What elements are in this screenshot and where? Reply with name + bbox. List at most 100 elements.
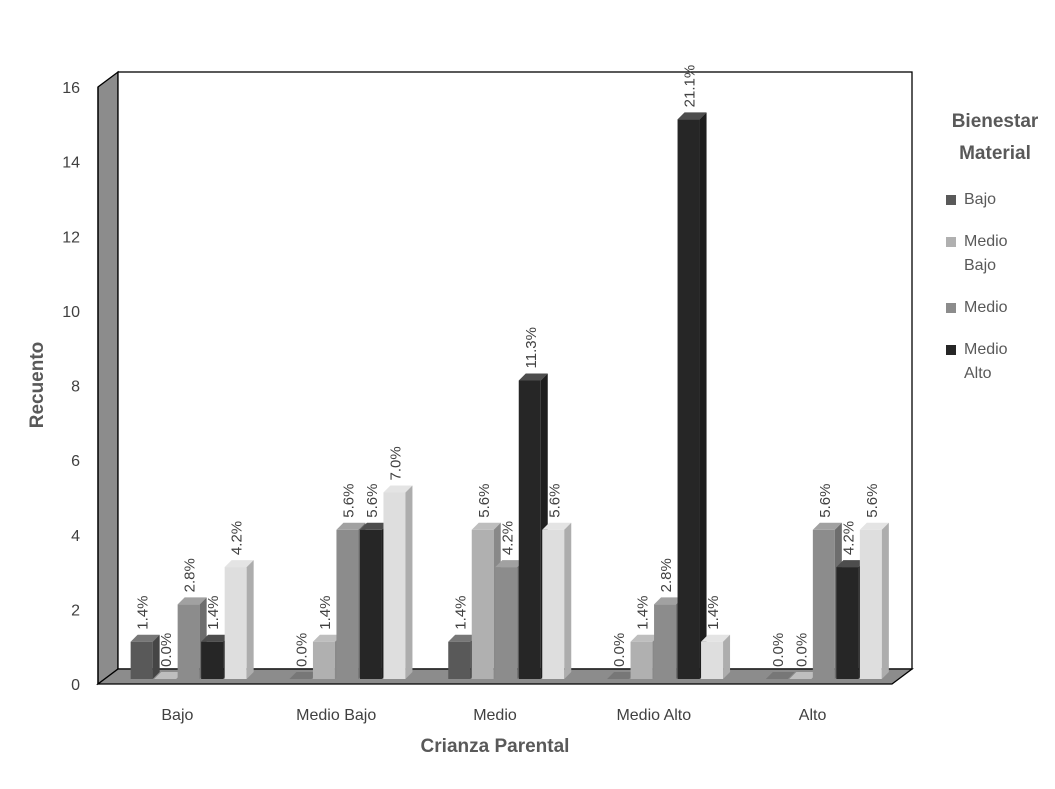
y-tick-label: 2 bbox=[71, 602, 80, 619]
bar-top bbox=[836, 560, 866, 568]
legend-label: Bajo bbox=[964, 257, 997, 274]
bar-top bbox=[130, 634, 160, 642]
bar-top bbox=[471, 522, 501, 530]
bar-front bbox=[836, 567, 859, 679]
bar-top bbox=[359, 522, 389, 530]
y-tick-label: 6 bbox=[71, 453, 80, 470]
bar-front bbox=[859, 529, 882, 679]
bar-top bbox=[383, 485, 413, 493]
bars bbox=[130, 112, 889, 680]
data-label: 11.3% bbox=[523, 327, 540, 368]
legend-label: Bajo bbox=[964, 191, 997, 208]
data-label: 1.4% bbox=[135, 595, 152, 629]
legend-item: Bajo bbox=[946, 188, 1050, 212]
bar-top bbox=[701, 634, 731, 642]
legend-item: Medio bbox=[946, 296, 1050, 320]
bar-top bbox=[630, 634, 660, 642]
bar-front bbox=[495, 567, 518, 679]
bar-top bbox=[859, 522, 889, 530]
legend-item: Medio Alto bbox=[946, 338, 1050, 386]
x-axis-title: Crianza Parental bbox=[421, 736, 570, 757]
data-label: 5.6% bbox=[340, 484, 357, 518]
x-tick-label: Bajo bbox=[161, 707, 193, 724]
legend-items: Bajo Medio Bajo Medio Medio Alto bbox=[946, 188, 1050, 386]
bar bbox=[383, 485, 413, 679]
data-label: 0.0% bbox=[611, 633, 628, 667]
data-label: 4.2% bbox=[840, 521, 857, 555]
bar-top bbox=[336, 522, 366, 530]
bar-side bbox=[152, 634, 160, 679]
bar-top bbox=[154, 672, 184, 679]
bar-side bbox=[405, 485, 413, 679]
bar bbox=[812, 522, 842, 679]
bar-front bbox=[312, 641, 335, 679]
data-label: 0.0% bbox=[770, 633, 787, 667]
bar-front bbox=[336, 529, 359, 679]
data-label: 4.2% bbox=[499, 521, 516, 555]
bar-front bbox=[359, 529, 382, 679]
data-label: 2.8% bbox=[658, 558, 675, 592]
bar bbox=[789, 672, 819, 680]
bar-front bbox=[448, 641, 471, 679]
legend-swatch bbox=[946, 345, 956, 355]
bar-front bbox=[630, 641, 653, 679]
x-tick-label: Medio Alto bbox=[616, 707, 691, 724]
legend-swatch bbox=[946, 303, 956, 313]
bar-side bbox=[723, 634, 731, 679]
bar-front bbox=[812, 529, 835, 679]
y-axis-ticks: 0 2 4 6 8 10 12 14 16 bbox=[62, 80, 80, 694]
data-label: 5.6% bbox=[864, 484, 881, 518]
legend-label: Medio bbox=[964, 341, 1008, 358]
x-tick-label: Medio Bajo bbox=[296, 707, 376, 724]
bar-side bbox=[699, 112, 707, 679]
data-label: 21.1% bbox=[682, 65, 699, 108]
bar-front bbox=[383, 492, 406, 679]
legend-title-line: Material bbox=[959, 143, 1031, 164]
bar-top bbox=[789, 672, 819, 679]
bar bbox=[224, 560, 254, 679]
bar-front bbox=[224, 567, 247, 679]
y-tick-label: 8 bbox=[71, 379, 80, 396]
bar bbox=[289, 672, 319, 680]
data-label: 1.4% bbox=[205, 595, 222, 629]
legend-label: Medio bbox=[964, 233, 1008, 250]
bar bbox=[177, 597, 207, 679]
bar-top bbox=[677, 112, 707, 120]
bar-top bbox=[607, 672, 637, 679]
y-tick-label: 10 bbox=[62, 304, 80, 321]
bar-top bbox=[812, 522, 842, 530]
bar-top bbox=[289, 672, 319, 679]
legend: Bienestar Material Bajo Medio Bajo Medio Medi… bbox=[940, 106, 1050, 404]
legend-swatch bbox=[946, 195, 956, 205]
bar-top bbox=[448, 634, 478, 642]
bar-top bbox=[224, 560, 254, 568]
y-tick-label: 12 bbox=[62, 229, 80, 246]
y-tick-label: 4 bbox=[71, 528, 80, 545]
x-tick-label: Medio bbox=[473, 707, 517, 724]
y-tick-label: 16 bbox=[62, 80, 80, 97]
y-axis-title: Recuento bbox=[27, 342, 48, 429]
data-label: 5.6% bbox=[364, 484, 381, 518]
bar-front bbox=[701, 641, 724, 679]
bar bbox=[677, 112, 707, 679]
data-label: 0.0% bbox=[158, 633, 175, 667]
bar bbox=[542, 522, 572, 679]
bar-front bbox=[201, 641, 224, 679]
bar-top bbox=[201, 634, 231, 642]
data-label: 5.6% bbox=[476, 484, 493, 518]
x-axis-ticks: Bajo Medio Bajo Medio Medio Alto Alto bbox=[161, 707, 826, 724]
bar-top bbox=[654, 597, 684, 605]
bar bbox=[701, 634, 731, 679]
bar-front bbox=[654, 604, 677, 679]
bar bbox=[859, 522, 889, 679]
bar-front bbox=[471, 529, 494, 679]
data-label: 2.8% bbox=[182, 558, 199, 592]
bar-side bbox=[881, 522, 889, 679]
bar bbox=[765, 672, 795, 680]
bar bbox=[130, 634, 160, 679]
legend-label: Alto bbox=[964, 365, 992, 382]
bar-top bbox=[495, 560, 525, 568]
data-label: 1.4% bbox=[705, 595, 722, 629]
bar-front bbox=[130, 641, 153, 679]
